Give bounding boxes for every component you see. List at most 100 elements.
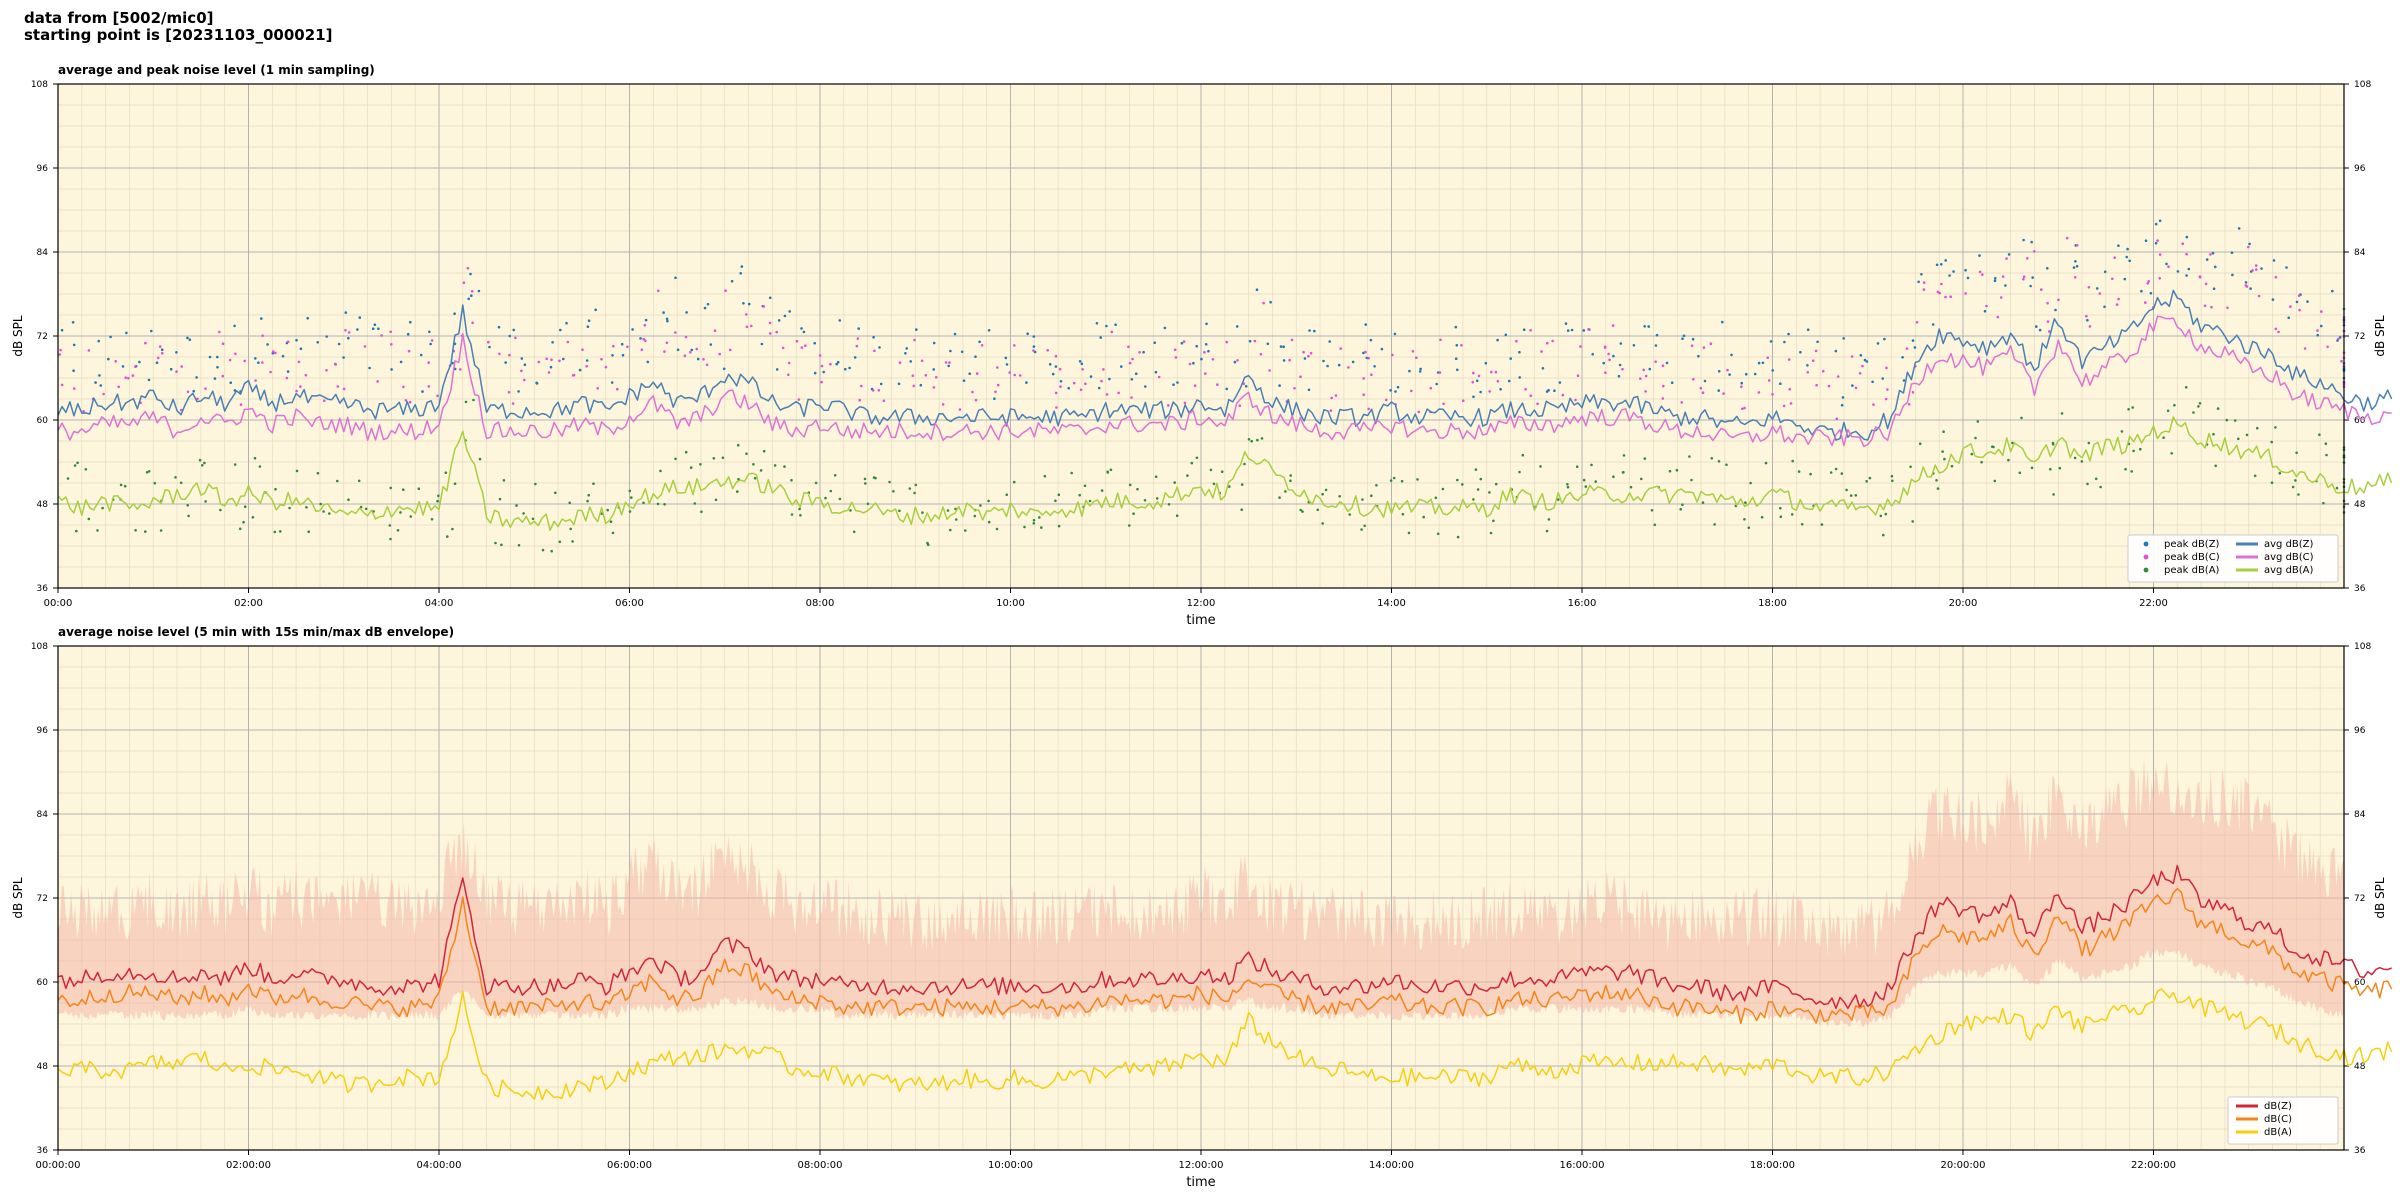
chart1-point-peak-db-z [610,381,614,384]
chart1-point-peak-db-c [1013,344,1016,347]
chart1-point-peak-db-c [297,360,301,364]
chart1-point-peak-db-c [1262,301,1265,305]
chart1-point-peak-db-z [1004,356,1008,360]
chart1-point-peak-db-z [1454,357,1458,361]
chart1-point-peak-db-a [1389,479,1393,482]
chart1-point-peak-db-z [836,360,840,364]
chart1-point-peak-db-c [1384,398,1388,402]
chart1-point-peak-db-a [1879,514,1883,518]
chart1-point-peak-db-a [1643,457,1647,460]
chart1-point-peak-db-c [508,353,511,357]
chart1-point-peak-db-z [559,328,562,332]
chart1-point-peak-db-c [1661,364,1665,368]
chart1-point-peak-db-a [1779,515,1783,518]
chart1-point-peak-db-c [1309,351,1313,355]
chart1-point-peak-db-c [2156,239,2159,242]
chart1-point-peak-db-z [1054,365,1058,368]
chart1-point-peak-db-z [665,317,669,321]
chart1-point-peak-db-c [2210,305,2213,309]
chart1-point-peak-db-z [1114,323,1117,327]
chart1-point-peak-db-z [192,389,195,393]
chart1-point-peak-db-z [213,377,217,380]
chart1-point-peak-db-c [768,321,772,325]
chart1-point-peak-db-z [1067,386,1070,390]
chart1-point-peak-db-z [477,289,481,293]
chart1-point-peak-db-a [1725,463,1728,467]
chart1-point-peak-db-z [1142,350,1145,354]
chart1-point-peak-db-a [201,464,204,467]
chart1-point-peak-db-a [1594,480,1597,483]
chart1-point-peak-db-c [511,402,515,405]
chart1-point-peak-db-z [1484,361,1488,365]
chart1-point-peak-db-a [2253,474,2257,478]
chart1-point-peak-db-z [2331,289,2334,293]
chart1-point-peak-db-a [1584,485,1588,488]
chart1-point-peak-db-a [233,463,237,466]
chart1-point-peak-db-c [683,354,687,358]
chart1-point-peak-db-a [1474,468,1478,471]
chart1-point-peak-db-a [2052,493,2055,496]
chart1-legend-label-avg-db-c: avg dB(C) [2264,552,2314,563]
chart1-point-peak-db-c [2022,278,2025,281]
chart1-point-peak-db-a [1240,508,1243,512]
chart1-point-peak-db-a [1909,465,1912,469]
chart1-point-peak-db-a [1640,477,1643,481]
chart1-point-peak-db-c [695,347,699,351]
chart1-point-peak-db-a [592,482,595,486]
page-header: data from [5002/mic0] starting point is … [24,10,332,44]
chart1-point-peak-db-z [1255,288,1259,292]
chart1-point-peak-db-a [2212,432,2215,436]
chart1-point-peak-db-c [1757,391,1761,394]
chart1-point-peak-db-a [586,499,589,503]
chart1-point-peak-db-z [60,328,64,332]
chart1-point-peak-db-z [1618,363,1622,367]
chart1-point-peak-db-c [285,376,289,380]
chart1-x-tick-label: 02:00 [234,598,263,609]
chart1-point-peak-db-z [960,350,964,354]
chart1-point-peak-db-c [234,352,237,356]
chart1-point-peak-db-a [134,529,137,532]
chart1-point-peak-db-a [1547,518,1551,521]
chart1-point-peak-db-c [407,349,411,353]
chart1-point-peak-db-z [703,306,707,310]
chart1-point-peak-db-z [1279,345,1283,348]
chart1-point-peak-db-a [569,527,572,531]
chart1-point-peak-db-z [373,323,377,327]
chart1-point-peak-db-z [2158,219,2162,223]
chart1-point-peak-db-a [656,502,660,506]
chart1-point-peak-db-z [878,346,881,349]
chart1-point-peak-db-z [1303,357,1307,360]
chart1-point-peak-db-z [1983,309,1987,313]
chart1-point-peak-db-c [1182,340,1186,343]
chart1-point-peak-db-a [1690,478,1693,482]
chart1-point-peak-db-a [1456,478,1459,482]
chart1-point-peak-db-a [1400,479,1404,483]
chart1-point-peak-db-z [1509,357,1512,360]
chart1-point-peak-db-z [1278,384,1281,387]
chart1-point-peak-db-a [144,530,147,533]
chart1-point-peak-db-a [2324,442,2328,446]
chart1-point-peak-db-c [855,344,859,348]
chart1-point-peak-db-c [1907,403,1911,406]
chart1-point-peak-db-c [2046,301,2049,305]
chart1-series-line-avg-db-a [57,416,2393,532]
chart2-x-tick-label: 02:00:00 [226,1160,271,1171]
chart1-point-peak-db-z [2004,284,2007,287]
chart1-point-peak-db-a [253,456,257,460]
chart1-point-peak-db-a [1247,438,1251,441]
chart1-point-peak-db-a [84,468,88,471]
chart1-point-peak-db-c [1702,346,1706,349]
chart1-point-peak-db-c [1415,356,1418,360]
chart1-point-peak-db-z [406,332,410,336]
chart1-point-peak-db-a [1764,461,1768,465]
chart2-minmax-envelope [58,759,2344,1028]
chart1-point-peak-db-a [198,458,202,462]
chart1-point-peak-db-a [987,520,991,524]
chart1-point-peak-db-a [2162,436,2165,440]
chart1-point-peak-db-z [2029,284,2032,288]
chart1-point-peak-db-a [66,477,70,480]
chart1-point-peak-db-c [295,389,298,393]
chart1-point-peak-db-c [523,378,526,382]
chart1-point-peak-db-c [1242,382,1246,386]
chart1-point-peak-db-z [690,348,694,352]
